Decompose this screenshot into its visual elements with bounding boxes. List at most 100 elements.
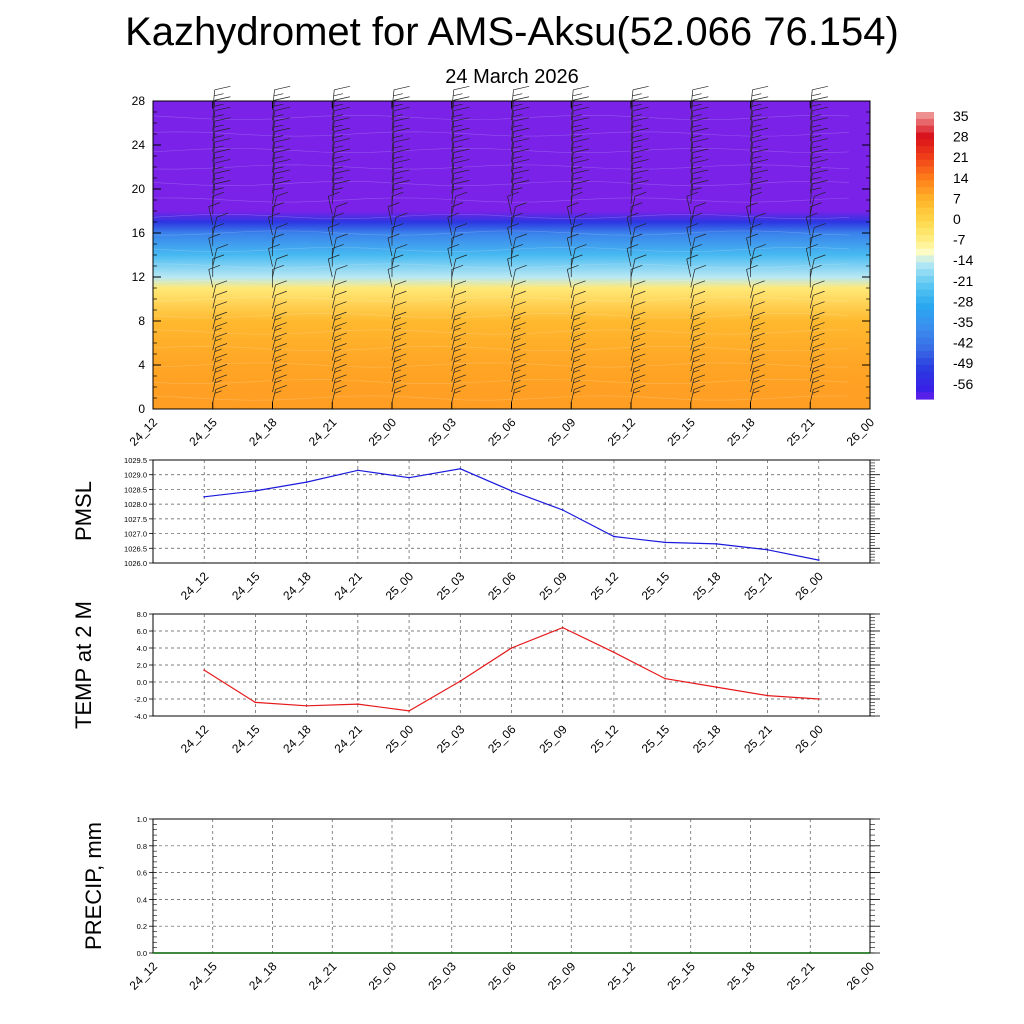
wind-barb	[511, 368, 515, 382]
wind-barb-feather	[393, 156, 403, 159]
wind-barb-feather	[572, 103, 583, 107]
wind-barb	[750, 368, 754, 382]
wind-barb	[809, 100, 813, 121]
wind-barb-feather	[573, 348, 581, 352]
wind-barb-feather	[633, 384, 646, 390]
wind-barb-feather	[812, 390, 820, 394]
wind-barb	[746, 238, 751, 257]
wind-barb	[272, 368, 276, 382]
wind-barb-feather	[752, 380, 760, 384]
wind-barb-feather	[215, 322, 228, 328]
wind-barb	[750, 131, 753, 152]
wind-barb	[451, 357, 456, 372]
page-title: Kazhydromet for AMS-Aksu(52.066 76.154)	[125, 10, 899, 54]
section-contour	[152, 329, 850, 335]
wind-barb-feather	[274, 327, 282, 331]
wind-barb-feather	[574, 301, 586, 307]
wind-barb	[212, 326, 217, 340]
wind-barb	[511, 100, 514, 121]
wind-barb-feather	[334, 127, 350, 132]
pmsl-point	[664, 541, 667, 544]
wind-barb	[451, 121, 455, 142]
wind-barb-feather	[512, 166, 523, 170]
wind-barb	[570, 248, 576, 267]
wind-barb-feather	[813, 280, 825, 286]
wind-barb-feather	[274, 106, 291, 112]
wind-barb-feather	[273, 166, 284, 170]
wind-barb-feather	[393, 106, 410, 112]
wind-barb-feather	[275, 384, 287, 390]
wind-barb	[626, 217, 632, 236]
wind-barb	[690, 152, 694, 173]
wind-barb-feather	[393, 148, 410, 153]
wind-barb-feather	[393, 93, 403, 97]
wind-barb-feather	[214, 180, 231, 185]
section-y-tick-label: 8	[138, 314, 145, 328]
wind-barb	[805, 248, 811, 267]
wind-barb-feather	[694, 202, 707, 208]
wind-barb-feather	[626, 212, 639, 218]
wind-barb-feather	[393, 169, 410, 174]
wind-barb	[686, 258, 692, 278]
wind-barb	[451, 326, 456, 340]
wind-barb-feather	[692, 156, 702, 159]
wind-barb-feather	[692, 145, 702, 149]
wind-barb-feather	[393, 96, 410, 101]
wind-barb-feather	[453, 327, 461, 331]
wind-barb	[750, 389, 754, 403]
wind-barb-feather	[692, 359, 700, 363]
temp-y-tick-label: 2.0	[137, 661, 147, 670]
wind-barb	[391, 162, 395, 183]
wind-barb	[750, 305, 754, 319]
wind-barb-feather	[334, 159, 350, 164]
wind-barb	[570, 162, 574, 183]
wind-barb-feather	[208, 233, 221, 239]
wind-barb-feather	[753, 332, 765, 338]
wind-barb-feather	[812, 359, 820, 363]
wind-barb-feather	[276, 191, 288, 197]
wind-barb	[212, 162, 216, 183]
wind-barb	[809, 227, 815, 246]
pmsl-y-tick-label: 1029.5	[124, 456, 147, 465]
wind-barb	[331, 100, 335, 121]
wind-barb	[212, 316, 217, 330]
temp-y-tick-label: 0.0	[137, 678, 147, 687]
temp-point	[613, 651, 615, 654]
wind-barb-feather	[692, 159, 709, 164]
precip-y-tick-label: 0.0	[137, 949, 147, 958]
section-contour	[152, 345, 850, 352]
wind-barb	[212, 305, 217, 319]
wind-barb	[331, 206, 337, 225]
wind-barb-feather	[214, 124, 224, 128]
wind-barb-feather	[328, 223, 340, 228]
wind-barb	[750, 295, 754, 309]
wind-barb-feather	[753, 290, 765, 296]
wind-barb-feather	[634, 191, 647, 197]
wind-barb	[511, 152, 514, 173]
wind-barb-feather	[811, 156, 822, 159]
wind-barb-feather	[573, 106, 589, 112]
wind-barb	[690, 162, 694, 183]
wind-barb-feather	[573, 96, 589, 101]
wind-barb-feather	[394, 384, 407, 390]
wind-barb-feather	[572, 93, 583, 97]
wind-barb-feather	[692, 138, 709, 143]
wind-barb-feather	[215, 374, 228, 380]
wind-barb-feather	[214, 369, 222, 373]
wind-barb-feather	[573, 138, 589, 143]
precip-x-tick-label: 24_21	[306, 959, 340, 993]
wind-barb	[507, 227, 512, 246]
wind-barb	[690, 142, 694, 163]
wind-barb	[809, 316, 814, 330]
temp-x-tick-label: 25_12	[588, 722, 622, 756]
wind-barb-feather	[513, 338, 521, 342]
wind-barb-feather	[453, 156, 463, 159]
pmsl-point	[613, 535, 615, 538]
wind-barb	[212, 347, 217, 361]
wind-barb-feather	[573, 169, 589, 174]
precip-x-tick-label: 25_00	[366, 959, 400, 993]
wind-barb-feather	[273, 156, 284, 159]
wind-barb	[511, 269, 516, 288]
wind-barb-feather	[812, 348, 820, 352]
wind-barb	[272, 305, 276, 319]
